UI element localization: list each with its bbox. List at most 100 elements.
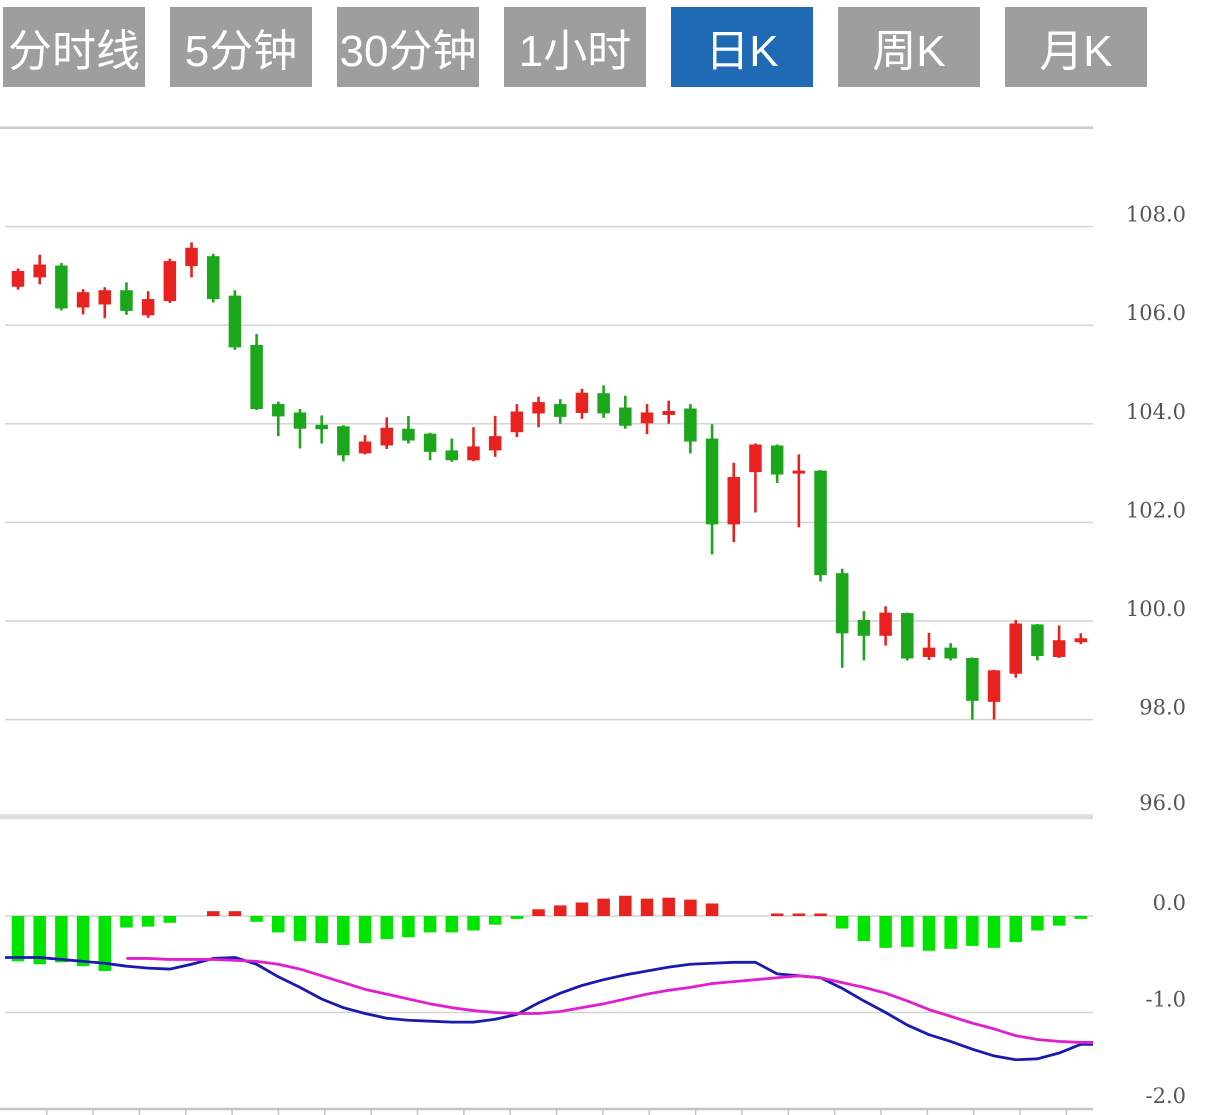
x-axis-tick <box>45 1109 48 1115</box>
macd-bar-down <box>1052 916 1066 926</box>
price-axis-label: 104.0 <box>1126 400 1186 424</box>
candle-body-up <box>98 290 112 305</box>
axis-labels: 108.0 106.0 104.0 102.0 100.0 98.0 96.0 0.0 -1.0… <box>1126 203 1186 1108</box>
macd-bar-up <box>705 903 719 916</box>
timeframe-button-minute-line[interactable]: 分时线 <box>3 7 145 87</box>
macd-bar-down <box>250 916 263 922</box>
timeframe-button-5min[interactable]: 5分钟 <box>170 7 312 87</box>
timeframe-button-1hour[interactable]: 1小时 <box>504 7 646 87</box>
price-axis-label: 102.0 <box>1126 498 1186 522</box>
macd-bar-down <box>901 916 914 947</box>
macd-bar-down <box>987 916 1001 948</box>
macd-bar-up <box>684 899 697 916</box>
candle-wick-up <box>472 427 475 462</box>
x-axis-tick <box>370 1109 372 1115</box>
macd-bar-up <box>575 902 589 916</box>
candle-body-down <box>272 404 285 417</box>
macd-bar-up <box>662 897 675 916</box>
x-axis-tick <box>694 1109 697 1115</box>
macd-bar-up <box>532 909 545 916</box>
candle-wick-up <box>754 443 757 513</box>
macd-axis-label: -2.0 <box>1146 1084 1187 1108</box>
x-axis-tick <box>277 1109 280 1115</box>
macd-bar-down <box>1009 916 1022 943</box>
price-axis-label: 96.0 <box>1139 791 1186 815</box>
candle-wick-down <box>862 611 866 661</box>
macd-bar-down <box>402 916 415 938</box>
candle-body-down <box>597 393 610 414</box>
dif-line <box>5 956 1093 1062</box>
macd-bar-down <box>857 916 871 942</box>
macd-bar-up <box>597 898 610 916</box>
macd-bar-up <box>206 911 220 916</box>
macd-bar-down <box>380 916 393 940</box>
candle-body-up <box>141 299 155 316</box>
candle-body-up <box>640 412 654 424</box>
candle-body-down <box>554 404 567 417</box>
candle-body-down <box>619 407 632 426</box>
x-axis-tick <box>509 1109 511 1115</box>
timeframe-button-weekly-k[interactable]: 周K <box>838 7 980 87</box>
macd-bar-down <box>488 916 502 925</box>
macd-bar-down <box>141 916 155 927</box>
candle-body-down <box>228 295 242 348</box>
candle-body-up <box>488 436 502 451</box>
candle-body-down <box>120 290 133 311</box>
price-axis-label: 98.0 <box>1139 696 1186 720</box>
candle-body-down <box>901 613 914 659</box>
macd-lines <box>5 956 1093 1062</box>
candle-body-up <box>11 270 25 287</box>
candle-body-down <box>250 344 263 410</box>
candle-body-up <box>922 647 936 657</box>
timeframe-button-30min[interactable]: 30分钟 <box>337 7 479 87</box>
macd-bar-down <box>358 916 372 944</box>
candle-wick-down <box>276 401 280 437</box>
macd-bar-down <box>835 916 849 929</box>
x-axis-tick <box>185 1109 187 1115</box>
candle-body-down <box>814 470 827 576</box>
x-axis-tick <box>463 1109 465 1115</box>
candles <box>11 242 1088 720</box>
macd-bar-down <box>163 916 177 923</box>
candle-body-down <box>857 620 871 636</box>
macd-bar-down <box>11 916 25 962</box>
macd-bar-down <box>510 916 524 919</box>
price-axis-label: 106.0 <box>1126 301 1186 325</box>
candle-body-down <box>423 433 437 452</box>
macd-bar-up <box>792 913 806 916</box>
price-axis-label: 108.0 <box>1126 203 1186 227</box>
x-axis-tick <box>138 1109 141 1115</box>
macd-histogram <box>11 895 1088 972</box>
macd-axis-label: -1.0 <box>1146 988 1187 1012</box>
timeframe-button-monthly-k[interactable]: 月K <box>1005 7 1147 87</box>
x-axis-tick <box>972 1109 975 1115</box>
candle-body-down <box>402 428 415 441</box>
candle-body-down <box>944 647 957 659</box>
macd-bar-down <box>1074 916 1088 919</box>
x-axis-tick <box>602 1109 604 1115</box>
x-axis-tick <box>555 1109 558 1115</box>
macd-bar-down <box>467 916 480 931</box>
candle-body-down <box>55 265 68 309</box>
macd-bar-up <box>554 905 567 916</box>
candle-body-down <box>966 657 979 701</box>
price-gridline <box>5 225 1093 228</box>
timeframe-button-daily-k[interactable]: 日K <box>671 7 813 87</box>
candle-body-down <box>770 445 784 475</box>
x-axis-tick <box>787 1109 790 1115</box>
candle-body-up <box>1009 623 1022 674</box>
x-axis-tick <box>880 1109 882 1115</box>
macd-bar-down <box>423 916 437 933</box>
candle-body-up <box>1052 640 1066 657</box>
candle-body-up <box>510 411 524 433</box>
x-axis-tick <box>324 1109 326 1115</box>
macd-bar-down <box>337 916 350 945</box>
candle-body-up <box>185 247 198 267</box>
candle-body-down <box>1031 624 1044 657</box>
macd-bar-down <box>55 916 68 963</box>
candle-body-down <box>684 408 697 442</box>
macd-bar-down <box>293 916 307 942</box>
x-axis-tick <box>416 1109 419 1115</box>
candle-body-down <box>835 573 849 634</box>
